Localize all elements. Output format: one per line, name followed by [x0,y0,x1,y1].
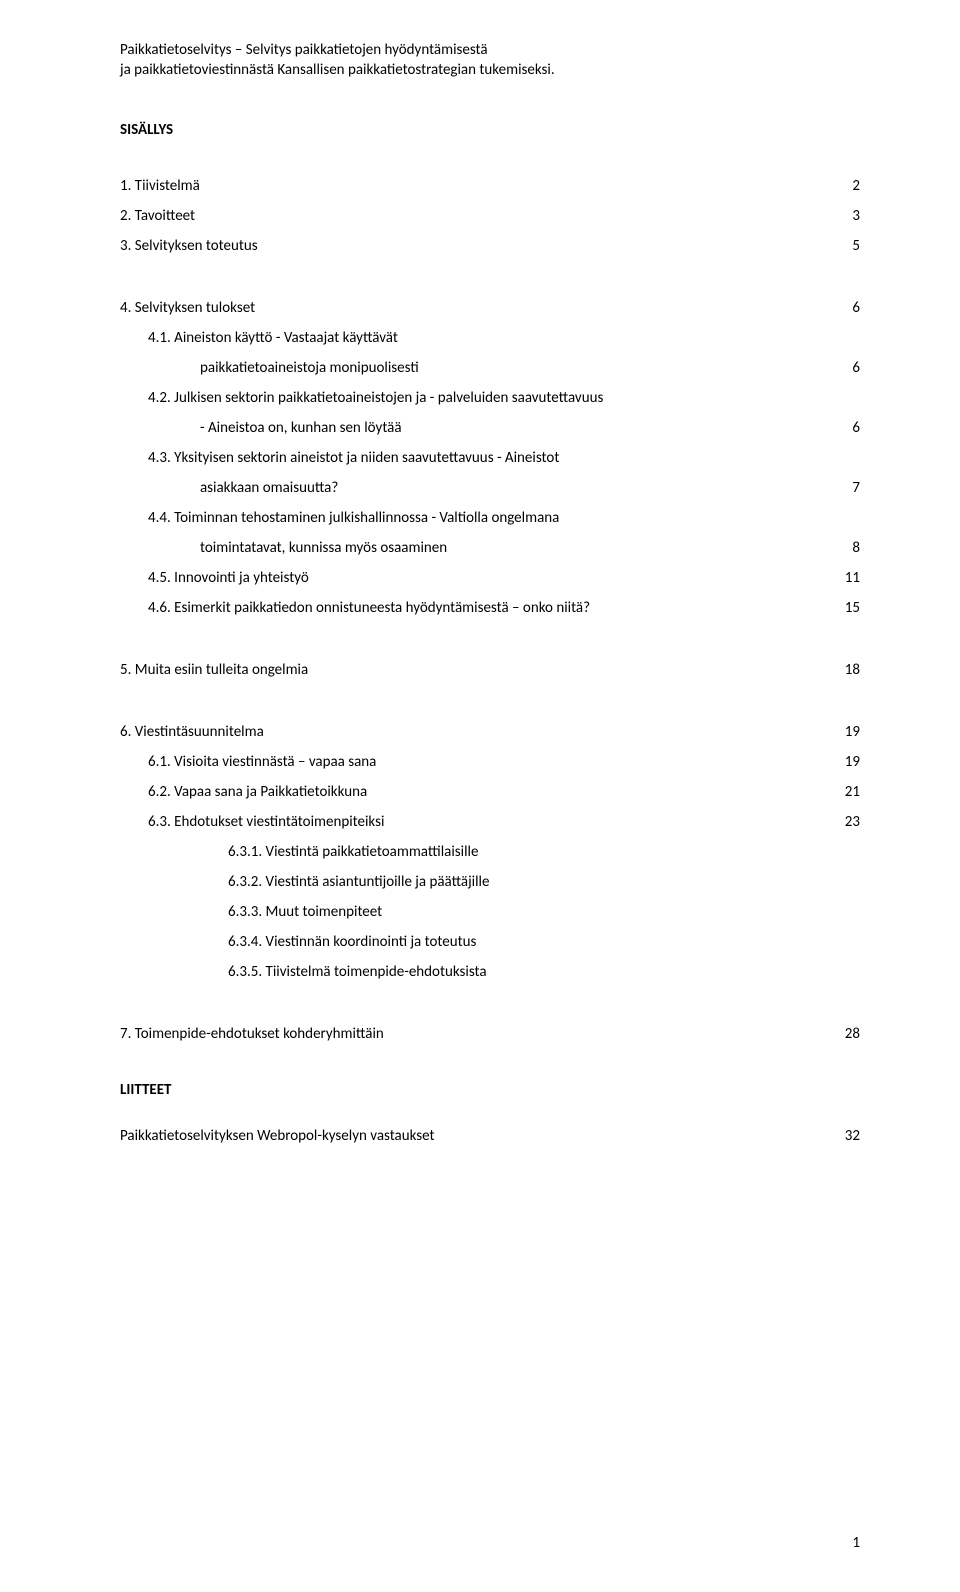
toc-row: 3. Selvityksen toteutus5 [120,231,860,261]
toc-page: 15 [820,593,860,623]
toc-label: toimintatavat, kunnissa myös osaaminen [120,533,820,563]
toc-row: 6.3.2. Viestintä asiantuntijoille ja pää… [120,867,860,897]
toc-page: 6 [820,353,860,383]
toc-row: 4.2. Julkisen sektorin paikkatietoaineis… [120,383,860,413]
toc-row: 4.6. Esimerkit paikkatiedon onnistuneest… [120,593,860,623]
toc-page [820,867,860,897]
toc-row: 2. Tavoitteet3 [120,201,860,231]
toc-page [820,927,860,957]
toc-label: 6.3.2. Viestintä asiantuntijoille ja pää… [120,867,820,897]
toc-label: 6.3.3. Muut toimenpiteet [120,897,820,927]
toc-page: 18 [820,655,860,685]
toc-label: paikkatietoaineistoja monipuolisesti [120,353,820,383]
toc-label: 6.3.4. Viestinnän koordinointi ja toteut… [120,927,820,957]
toc-row: 4.5. Innovointi ja yhteistyö11 [120,563,860,593]
toc-page: 6 [820,293,860,323]
table-of-contents: 1. Tiivistelmä22. Tavoitteet33. Selvityk… [120,171,860,1049]
toc-row: 4.3. Yksityisen sektorin aineistot ja ni… [120,443,860,473]
toc-label: 6.2. Vapaa sana ja Paikkatietoikkuna [120,777,820,807]
toc-page: 21 [820,777,860,807]
toc-page: 7 [820,473,860,503]
attachment-label: Paikkatietoselvityksen Webropol-kyselyn … [120,1121,820,1151]
toc-block: 6. Viestintäsuunnitelma196.1. Visioita v… [120,717,860,987]
toc-page: 19 [820,717,860,747]
toc-label: 6.3.5. Tiivistelmä toimenpide-ehdotuksis… [120,957,820,987]
document-header: Paikkatietoselvitys – Selvitys paikkatie… [120,40,860,81]
toc-page [820,957,860,987]
toc-page [820,837,860,867]
toc-page [820,443,860,473]
toc-label: 1. Tiivistelmä [120,171,820,201]
toc-label: 7. Toimenpide-ehdotukset kohderyhmittäin [120,1019,820,1049]
toc-row: 7. Toimenpide-ehdotukset kohderyhmittäin… [120,1019,860,1049]
toc-row: 6.3.4. Viestinnän koordinointi ja toteut… [120,927,860,957]
toc-label: 4.3. Yksityisen sektorin aineistot ja ni… [120,443,820,473]
contents-title: SISÄLLYS [120,121,860,139]
toc-row: - Aineistoa on, kunhan sen löytää6 [120,413,860,443]
attachments-title: LIITTEET [120,1081,860,1099]
toc-label: 4.1. Aineiston käyttö - Vastaajat käyttä… [120,323,820,353]
toc-page: 3 [820,201,860,231]
attachment-row: Paikkatietoselvityksen Webropol-kyselyn … [120,1121,860,1151]
toc-page: 19 [820,747,860,777]
toc-row: 6.1. Visioita viestinnästä – vapaa sana1… [120,747,860,777]
toc-row: 6.3. Ehdotukset viestintätoimenpiteiksi2… [120,807,860,837]
toc-label: 4.5. Innovointi ja yhteistyö [120,563,820,593]
toc-label: - Aineistoa on, kunhan sen löytää [120,413,820,443]
toc-block: 1. Tiivistelmä22. Tavoitteet33. Selvityk… [120,171,860,261]
header-line-2: ja paikkatietoviestinnästä Kansallisen p… [120,60,860,80]
toc-row: 4.4. Toiminnan tehostaminen julkishallin… [120,503,860,533]
toc-page: 8 [820,533,860,563]
toc-block: 5. Muita esiin tulleita ongelmia18 [120,655,860,685]
toc-label: 2. Tavoitteet [120,201,820,231]
toc-page [820,323,860,353]
toc-page: 23 [820,807,860,837]
toc-page [820,503,860,533]
toc-page: 11 [820,563,860,593]
toc-row: 4.1. Aineiston käyttö - Vastaajat käyttä… [120,323,860,353]
toc-label: 6.1. Visioita viestinnästä – vapaa sana [120,747,820,777]
toc-row: 6.3.3. Muut toimenpiteet [120,897,860,927]
page-number: 1 [852,1534,860,1552]
toc-label: 6.3. Ehdotukset viestintätoimenpiteiksi [120,807,820,837]
attachment-page: 32 [820,1121,860,1151]
toc-label: 6.3.1. Viestintä paikkatietoammattilaisi… [120,837,820,867]
header-line-1: Paikkatietoselvitys – Selvitys paikkatie… [120,40,860,60]
toc-row: paikkatietoaineistoja monipuolisesti6 [120,353,860,383]
toc-label: 4.6. Esimerkit paikkatiedon onnistuneest… [120,593,820,623]
toc-row: 6.3.1. Viestintä paikkatietoammattilaisi… [120,837,860,867]
toc-label: 4.4. Toiminnan tehostaminen julkishallin… [120,503,820,533]
toc-page: 5 [820,231,860,261]
toc-label: 3. Selvityksen toteutus [120,231,820,261]
toc-label: 4.2. Julkisen sektorin paikkatietoaineis… [120,383,820,413]
toc-page [820,897,860,927]
toc-label: asiakkaan omaisuutta? [120,473,820,503]
toc-row: 1. Tiivistelmä2 [120,171,860,201]
toc-row: 5. Muita esiin tulleita ongelmia18 [120,655,860,685]
toc-label: 5. Muita esiin tulleita ongelmia [120,655,820,685]
toc-row: 6.2. Vapaa sana ja Paikkatietoikkuna21 [120,777,860,807]
toc-row: 6. Viestintäsuunnitelma19 [120,717,860,747]
toc-label: 6. Viestintäsuunnitelma [120,717,820,747]
toc-page [820,383,860,413]
toc-block: 7. Toimenpide-ehdotukset kohderyhmittäin… [120,1019,860,1049]
toc-label: 4. Selvityksen tulokset [120,293,820,323]
toc-block: 4. Selvityksen tulokset64.1. Aineiston k… [120,293,860,623]
toc-row: toimintatavat, kunnissa myös osaaminen8 [120,533,860,563]
toc-row: asiakkaan omaisuutta?7 [120,473,860,503]
toc-page: 28 [820,1019,860,1049]
toc-row: 4. Selvityksen tulokset6 [120,293,860,323]
toc-row: 6.3.5. Tiivistelmä toimenpide-ehdotuksis… [120,957,860,987]
toc-page: 6 [820,413,860,443]
toc-page: 2 [820,171,860,201]
